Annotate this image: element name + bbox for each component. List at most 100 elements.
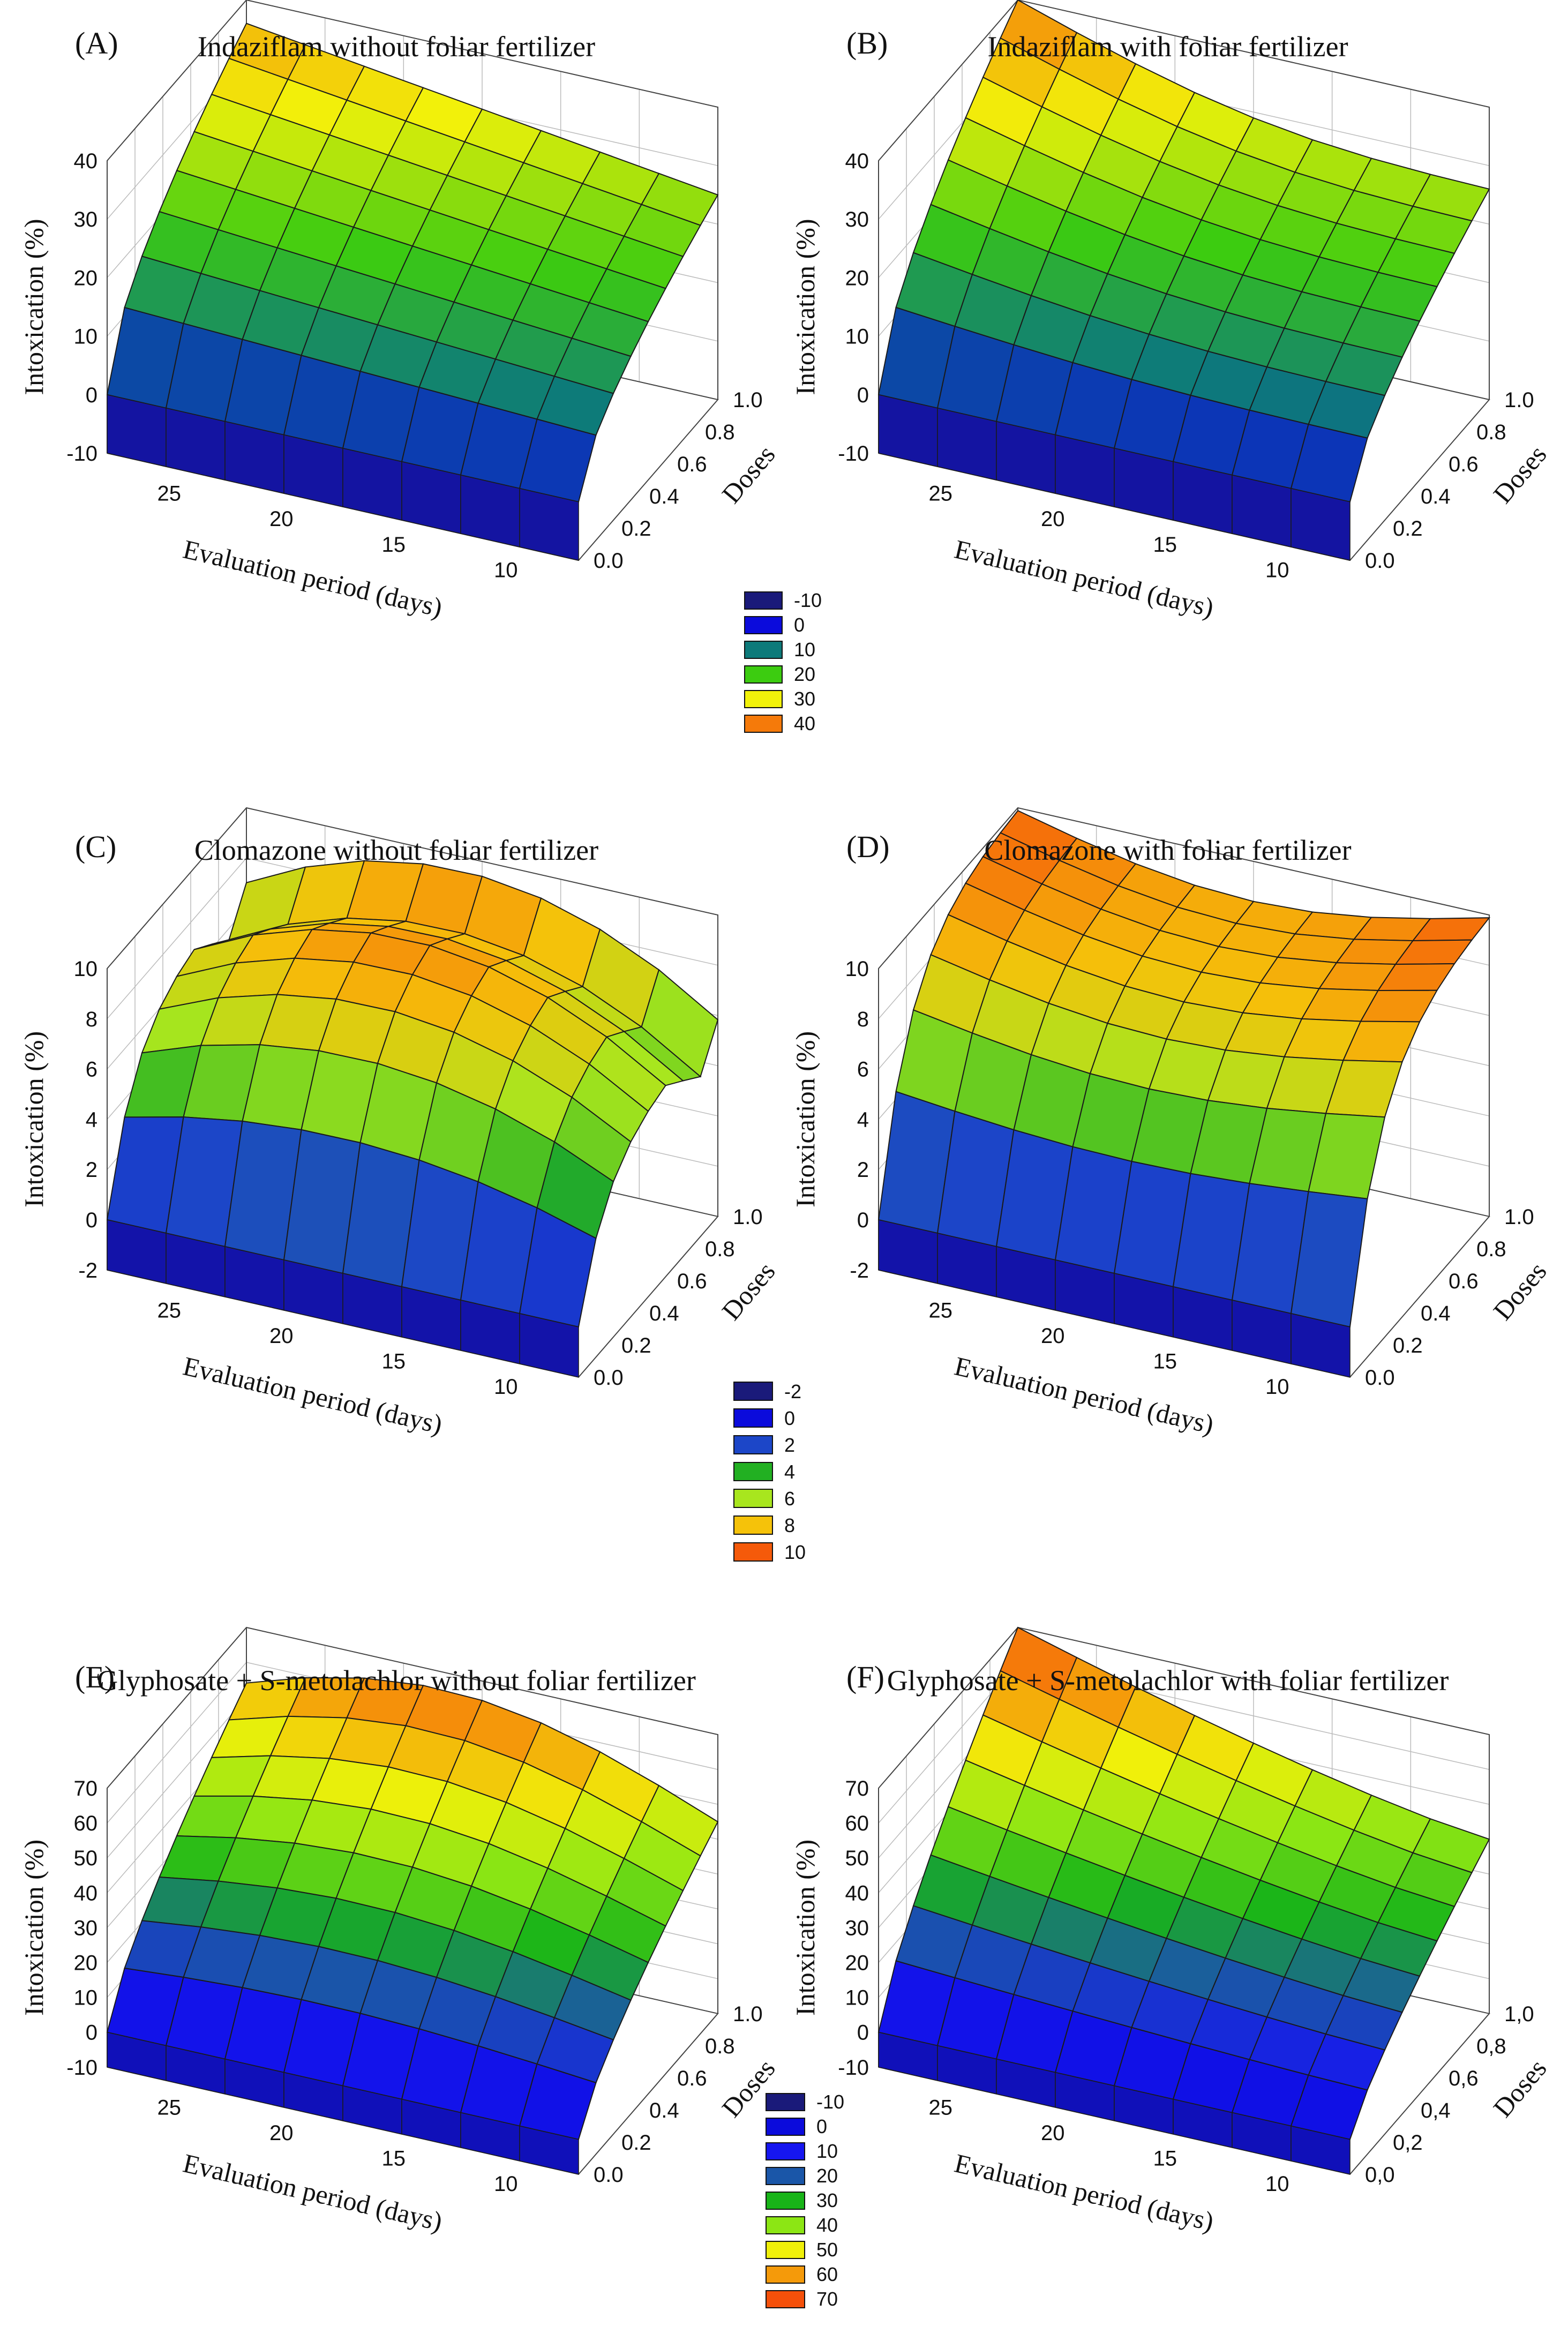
legend: -2 0 2 4 6 8 10 [733, 1380, 806, 1563]
legend-swatch [733, 1489, 773, 1508]
z-tick-label: -10 [66, 442, 97, 466]
z-tick-label: 8 [86, 1008, 97, 1031]
legend-swatch [766, 2118, 805, 2136]
legend-swatch [744, 641, 783, 659]
z-tick-label: 40 [845, 1881, 869, 1905]
chart-title: Clomazone with foliar fertilizer [984, 834, 1351, 866]
z-tick-label: 4 [86, 1108, 97, 1131]
legend-swatch [733, 1382, 773, 1401]
x-tick-label: 20 [269, 507, 294, 531]
legend-label: 60 [816, 2263, 838, 2285]
z-tick-label: 60 [845, 1812, 869, 1835]
chart-title: Glyphosate + S-metolachlor without folia… [97, 1664, 696, 1697]
z-tick-label: 30 [74, 208, 98, 231]
legend-label: 10 [816, 2140, 838, 2162]
z-axis-label: Intoxication (%) [19, 1840, 49, 2016]
y-tick-label: 0.8 [1476, 1237, 1506, 1261]
z-tick-label: 10 [74, 1986, 98, 2010]
y-tick-label: 0.4 [649, 1302, 679, 1325]
x-tick-label: 20 [1041, 2121, 1065, 2145]
y-tick-label: 0.2 [621, 1334, 651, 1357]
y-tick-label: 0,2 [1393, 2131, 1423, 2155]
y-tick-label: 0.4 [1421, 485, 1451, 508]
x-tick-label: 25 [157, 482, 181, 506]
z-tick-label: -10 [838, 2056, 869, 2080]
x-tick-label: 10 [494, 1375, 518, 1399]
legend-label: -2 [784, 1380, 801, 1402]
x-tick-label: 20 [1041, 507, 1065, 531]
y-tick-label: 0.8 [1476, 421, 1506, 444]
legend-label: 2 [784, 1434, 795, 1456]
legend-swatch [744, 690, 783, 708]
chart-title: Glyphosate + S-metolachlor with foliar f… [887, 1664, 1449, 1697]
z-tick-label: 6 [86, 1058, 97, 1082]
x-tick-label: 10 [1265, 2172, 1289, 2196]
y-tick-label: 0,6 [1449, 2067, 1479, 2090]
y-tick-label: 0.2 [621, 2131, 651, 2155]
legend-swatch [744, 665, 783, 684]
z-tick-label: 10 [845, 325, 869, 349]
z-tick-label: 70 [74, 1777, 98, 1800]
y-tick-label: 0.0 [1365, 1366, 1395, 1390]
legend-swatch [733, 1435, 773, 1454]
y-tick-label: 0.0 [594, 2163, 624, 2187]
x-tick-label: 10 [494, 558, 518, 582]
legend-label: 40 [794, 712, 815, 734]
legend-swatch [733, 1408, 773, 1428]
z-tick-label: 2 [86, 1158, 97, 1182]
y-tick-label: 0.6 [677, 2067, 707, 2090]
z-tick-label: 30 [845, 208, 869, 231]
legend-swatch [733, 1515, 773, 1535]
z-tick-label: 8 [857, 1008, 869, 1031]
z-axis-label: Intoxication (%) [790, 1840, 820, 2016]
legend-label: 6 [784, 1488, 795, 1510]
y-tick-label: 0.8 [705, 1237, 735, 1261]
legend-label: 50 [816, 2239, 838, 2261]
legend-swatch [744, 616, 783, 634]
y-tick-label: 0.4 [1421, 1302, 1451, 1325]
y-tick-label: 0,8 [1476, 2035, 1506, 2058]
legend-swatch [733, 1542, 773, 1562]
surface-front [1291, 2125, 1351, 2175]
y-tick-label: 0.6 [677, 453, 707, 476]
legend-swatch [766, 2241, 805, 2259]
legend-label: 8 [784, 1514, 795, 1536]
z-tick-label: 50 [845, 1847, 869, 1870]
z-tick-label: 10 [74, 957, 98, 981]
legend-swatch [733, 1462, 773, 1481]
x-tick-label: 15 [382, 1350, 406, 1374]
legend-swatch [744, 591, 783, 610]
x-tick-label: 25 [928, 2096, 952, 2119]
panel-letter: (F) [846, 1660, 884, 1694]
surface-front [1291, 1313, 1351, 1378]
axis-box [107, 0, 718, 453]
legend-label: 20 [794, 663, 815, 685]
z-axis-label: Intoxication (%) [19, 219, 49, 395]
legend-label: 0 [816, 2115, 827, 2137]
x-tick-label: 25 [157, 2096, 181, 2119]
legend-label: 70 [816, 2288, 838, 2310]
panel-letter: (E) [75, 1660, 115, 1694]
x-tick-label: 15 [1153, 2147, 1177, 2171]
z-tick-label: 20 [845, 1952, 869, 1975]
z-tick-label: 0 [857, 2021, 869, 2045]
y-tick-label: 1.0 [1504, 1205, 1534, 1229]
z-tick-label: 0 [857, 384, 869, 407]
legend-label: 0 [794, 614, 805, 636]
x-tick-label: 25 [157, 1299, 181, 1322]
z-tick-label: 50 [74, 1847, 98, 1870]
y-tick-label: 0.8 [705, 421, 735, 444]
chart-panel-2: -10 0 10 20 30 40 25 20 15 10 0.0 0.2 0.4 0.6 0.8 1.0 In… [790, 0, 1552, 622]
x-tick-label: 10 [494, 2172, 518, 2196]
x-tick-label: 15 [382, 533, 406, 557]
legend-label: 4 [784, 1461, 795, 1483]
x-tick-label: 25 [928, 1299, 952, 1322]
x-tick-label: 25 [928, 482, 952, 506]
panel-letter: (C) [75, 829, 116, 864]
surface-front [519, 2125, 579, 2175]
